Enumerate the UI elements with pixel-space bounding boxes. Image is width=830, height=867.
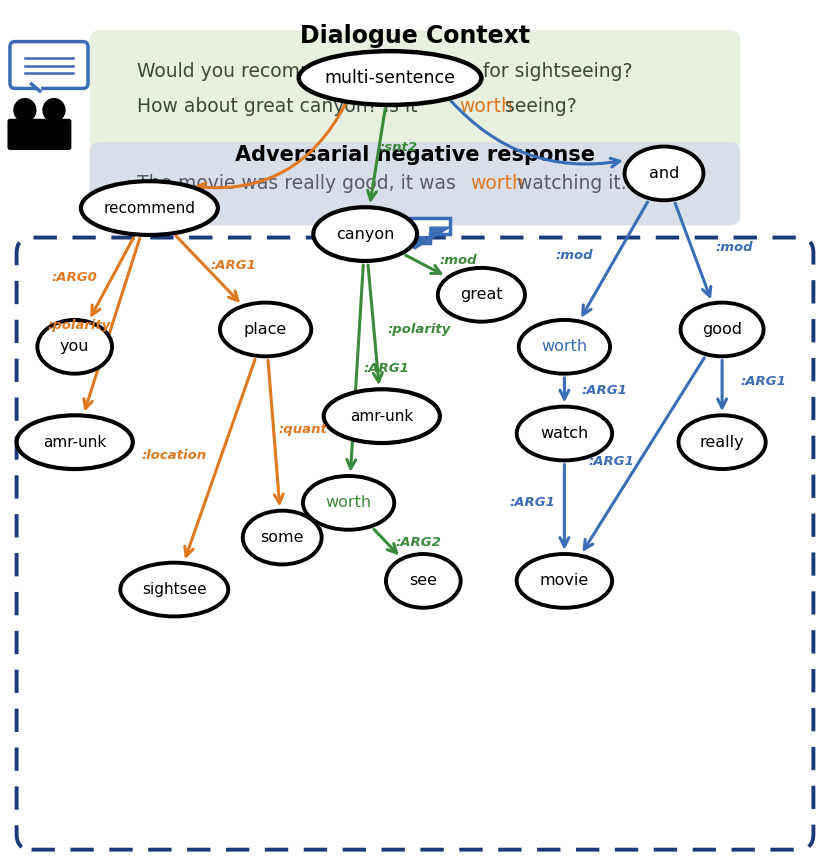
- Text: :ARG1: :ARG1: [210, 258, 256, 271]
- Text: :mod: :mod: [439, 254, 476, 267]
- Ellipse shape: [681, 303, 764, 356]
- Polygon shape: [32, 84, 40, 91]
- Ellipse shape: [625, 147, 704, 200]
- Ellipse shape: [314, 207, 417, 261]
- Text: sightsee: sightsee: [142, 582, 207, 597]
- FancyBboxPatch shape: [10, 42, 88, 88]
- Text: canyon: canyon: [336, 226, 394, 242]
- Text: worth: worth: [471, 174, 525, 193]
- Text: worth: worth: [459, 97, 513, 116]
- Text: Dialogue Context: Dialogue Context: [300, 24, 530, 49]
- Polygon shape: [380, 218, 450, 243]
- FancyArrowPatch shape: [560, 378, 569, 399]
- Ellipse shape: [299, 51, 481, 105]
- Circle shape: [13, 98, 37, 122]
- Text: :ARG1: :ARG1: [510, 497, 556, 509]
- FancyArrowPatch shape: [197, 104, 345, 192]
- Text: Would you recommend some places for sightseeing?: Would you recommend some places for sigh…: [137, 62, 632, 81]
- FancyArrowPatch shape: [92, 238, 134, 315]
- FancyBboxPatch shape: [37, 119, 71, 150]
- Ellipse shape: [516, 407, 613, 460]
- Text: worth: worth: [325, 495, 372, 511]
- Text: :polarity: :polarity: [388, 323, 451, 336]
- Ellipse shape: [516, 554, 613, 608]
- FancyArrowPatch shape: [583, 202, 647, 315]
- FancyBboxPatch shape: [7, 119, 42, 150]
- Ellipse shape: [243, 511, 322, 564]
- FancyArrowPatch shape: [451, 101, 620, 167]
- Text: multi-sentence: multi-sentence: [325, 69, 456, 87]
- FancyArrowPatch shape: [718, 361, 726, 407]
- Text: :location: :location: [142, 448, 207, 461]
- FancyArrowPatch shape: [584, 358, 705, 550]
- Text: and: and: [649, 166, 679, 181]
- FancyArrowPatch shape: [185, 360, 255, 556]
- FancyBboxPatch shape: [90, 30, 740, 151]
- Text: :mod: :mod: [715, 240, 754, 253]
- Ellipse shape: [220, 303, 311, 356]
- Polygon shape: [380, 227, 450, 249]
- Text: :mod: :mod: [555, 249, 593, 262]
- FancyArrowPatch shape: [675, 203, 710, 297]
- Ellipse shape: [37, 320, 112, 374]
- Ellipse shape: [303, 476, 394, 530]
- Text: amr-unk: amr-unk: [43, 434, 106, 450]
- Ellipse shape: [679, 415, 766, 469]
- Text: movie: movie: [540, 573, 589, 589]
- Text: :ARG1: :ARG1: [581, 384, 627, 396]
- Text: :ARG1: :ARG1: [740, 375, 787, 388]
- Ellipse shape: [438, 268, 525, 322]
- Text: :ARG0: :ARG0: [51, 271, 97, 284]
- FancyArrowPatch shape: [84, 238, 139, 408]
- Ellipse shape: [324, 389, 440, 443]
- Text: you: you: [60, 339, 90, 355]
- Text: :polarity: :polarity: [47, 319, 110, 332]
- Text: amr-unk: amr-unk: [350, 408, 413, 424]
- Text: How about great canyon? Is it: How about great canyon? Is it: [137, 97, 423, 116]
- Text: worth: worth: [541, 339, 588, 355]
- Circle shape: [42, 98, 66, 122]
- Ellipse shape: [81, 181, 217, 235]
- Text: Adversarial negative response: Adversarial negative response: [235, 145, 595, 165]
- FancyArrowPatch shape: [368, 109, 385, 200]
- Text: The movie was really good, it was: The movie was really good, it was: [137, 174, 461, 193]
- Text: place: place: [244, 322, 287, 337]
- Text: seeing?: seeing?: [499, 97, 577, 116]
- Text: :ARG1: :ARG1: [363, 362, 409, 375]
- FancyArrowPatch shape: [406, 255, 441, 273]
- Text: great: great: [460, 287, 503, 303]
- FancyBboxPatch shape: [17, 238, 813, 850]
- FancyArrowPatch shape: [560, 465, 569, 546]
- FancyArrowPatch shape: [368, 265, 383, 381]
- Text: watch: watch: [540, 426, 588, 441]
- Ellipse shape: [120, 563, 228, 616]
- FancyArrowPatch shape: [347, 265, 364, 468]
- Text: :quant: :quant: [279, 423, 327, 436]
- Text: really: really: [700, 434, 745, 450]
- Text: good: good: [702, 322, 742, 337]
- Ellipse shape: [386, 554, 461, 608]
- Text: see: see: [409, 573, 437, 589]
- Text: :ARG1: :ARG1: [588, 455, 635, 468]
- Text: watching it.: watching it.: [511, 174, 627, 193]
- Text: recommend: recommend: [104, 200, 195, 216]
- Text: :snt2: :snt2: [379, 141, 417, 154]
- FancyArrowPatch shape: [268, 361, 283, 503]
- Ellipse shape: [17, 415, 133, 469]
- FancyBboxPatch shape: [90, 142, 740, 225]
- Text: some: some: [261, 530, 304, 545]
- FancyArrowPatch shape: [176, 236, 238, 301]
- FancyArrowPatch shape: [374, 529, 397, 553]
- Ellipse shape: [519, 320, 610, 374]
- Text: :ARG2: :ARG2: [395, 536, 441, 549]
